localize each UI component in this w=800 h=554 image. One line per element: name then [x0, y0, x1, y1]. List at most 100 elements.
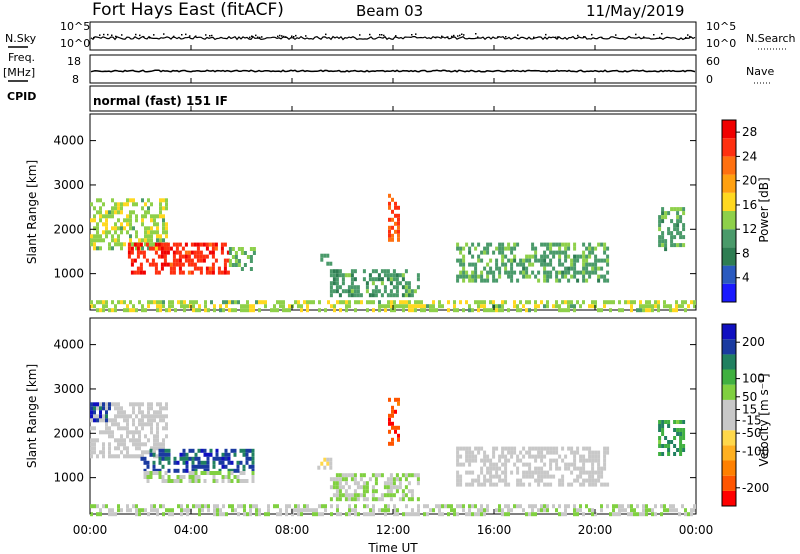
power-cell — [276, 308, 279, 313]
power-cell — [675, 300, 678, 305]
velocity-cell — [161, 464, 165, 469]
velocity-cell — [456, 462, 460, 467]
power-cell — [150, 234, 153, 239]
power-cell — [627, 300, 630, 305]
power-cell — [402, 304, 405, 309]
power-cell — [540, 262, 544, 267]
velocity-cell — [543, 470, 547, 475]
velocity-cell — [336, 504, 339, 509]
power-cell — [402, 300, 405, 305]
power-cell — [591, 300, 594, 305]
velocity-cell — [401, 497, 405, 502]
velocity-cell — [558, 454, 562, 459]
velocity-cell — [534, 470, 538, 475]
velocity-cell — [99, 402, 102, 407]
power-cell — [534, 250, 538, 255]
velocity-cell — [588, 508, 591, 513]
power-cell — [102, 230, 105, 235]
velocity-cell — [297, 512, 300, 517]
power-cell — [477, 304, 480, 309]
velocity-cell — [600, 482, 604, 487]
power-cell — [130, 258, 134, 263]
power-cell — [420, 304, 423, 309]
power-cell — [353, 289, 357, 294]
velocity-cell — [582, 512, 585, 517]
power-cell — [666, 304, 669, 309]
velocity-cell — [129, 454, 132, 459]
power-cell — [546, 246, 550, 251]
nsearch-point — [115, 35, 117, 38]
velocity-cell — [158, 468, 162, 473]
velocity-cell — [377, 473, 381, 478]
velocity-cell — [356, 493, 360, 498]
power-cell — [392, 293, 396, 298]
velocity-cell — [597, 478, 601, 483]
power-cell — [670, 231, 674, 236]
velocity-cell — [612, 508, 615, 513]
power-cell — [397, 225, 400, 230]
power-cell — [501, 254, 505, 259]
velocity-cell — [348, 504, 351, 509]
power-cell — [138, 238, 141, 243]
power-cell — [156, 300, 159, 305]
velocity-cell — [141, 418, 144, 423]
velocity-cell — [546, 470, 550, 475]
power-cell — [540, 300, 543, 305]
power-cell — [555, 274, 559, 279]
power-cell — [117, 242, 120, 247]
power-cell — [144, 234, 147, 239]
power-cell — [507, 246, 511, 251]
velocity-cell — [114, 414, 117, 419]
velocity-cell — [215, 456, 219, 461]
freq-tick-top: 18 — [67, 55, 81, 68]
power-cell — [129, 308, 132, 313]
velocity-cell — [525, 462, 529, 467]
power-cell — [130, 262, 134, 267]
power-cell — [348, 300, 351, 305]
velocity-cell — [546, 482, 550, 487]
power-cell — [234, 263, 238, 267]
power-cell — [147, 226, 150, 231]
power-cell — [661, 219, 665, 224]
power-cell — [380, 269, 384, 274]
velocity-cell — [332, 481, 336, 486]
power-cell — [172, 258, 176, 263]
power-cell — [139, 262, 143, 267]
velocity-cell — [203, 468, 207, 473]
velocity-cell — [221, 452, 225, 457]
velocity-cell — [567, 482, 571, 487]
power-cell — [320, 253, 324, 258]
velocity-cell — [416, 497, 420, 502]
velocity-cell — [573, 458, 577, 463]
power-cell — [483, 266, 487, 271]
velocity-cell — [135, 454, 138, 459]
power-cell — [522, 270, 526, 275]
power-cell — [537, 278, 541, 283]
power-cell — [117, 202, 120, 207]
power-cell — [329, 273, 333, 278]
power-cell — [597, 278, 601, 283]
power-cell — [645, 308, 648, 313]
power-cell — [168, 308, 171, 313]
velocity-cell — [111, 422, 114, 427]
power-cell — [330, 304, 333, 309]
power-cell — [213, 304, 216, 309]
power-cell — [213, 308, 216, 313]
power-cell — [127, 246, 131, 251]
power-cell — [147, 206, 150, 211]
power-cell — [394, 229, 397, 234]
velocity-cell — [222, 512, 225, 517]
velocity-cell — [594, 482, 598, 487]
power-cell — [651, 304, 654, 309]
power-cell — [114, 238, 117, 243]
velocity-cell — [676, 432, 680, 436]
velocity-cell — [321, 504, 324, 509]
power-cell — [673, 223, 677, 228]
power-cell — [408, 304, 411, 309]
velocity-cell — [150, 414, 153, 419]
power-cell — [350, 269, 354, 274]
power-cell — [591, 304, 594, 309]
power-cell — [522, 262, 526, 267]
velocity-cell — [285, 504, 288, 509]
velocity-cell — [663, 504, 666, 509]
